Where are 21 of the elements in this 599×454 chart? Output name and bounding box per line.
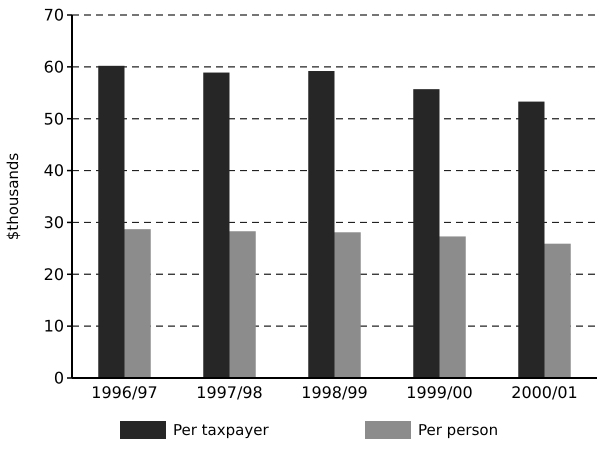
y-tick-label: 10 (44, 316, 64, 336)
x-tick-label: 1996/97 (91, 383, 158, 402)
y-tick-label: 20 (44, 264, 64, 284)
legend-label: Per person (418, 421, 498, 439)
y-tick-label: 40 (44, 161, 64, 180)
x-tick-label: 2000/01 (511, 383, 578, 402)
y-axis-title: $thousands (4, 152, 22, 240)
x-tick-label: 1998/99 (301, 383, 368, 402)
y-tick-label: 60 (44, 57, 64, 76)
y-tick-label: 50 (44, 109, 64, 128)
x-tick-label: 1997/98 (196, 383, 263, 402)
bar (440, 236, 466, 378)
y-tick-label: 70 (44, 6, 64, 25)
legend-label: Per taxpayer (173, 421, 270, 439)
bar (124, 229, 151, 378)
bar (544, 244, 571, 378)
bar (230, 231, 256, 378)
y-tick-label: 30 (44, 213, 64, 232)
y-tick-label: 0 (54, 368, 64, 388)
x-tick-label: 1999/00 (406, 383, 473, 402)
bar (334, 232, 361, 378)
